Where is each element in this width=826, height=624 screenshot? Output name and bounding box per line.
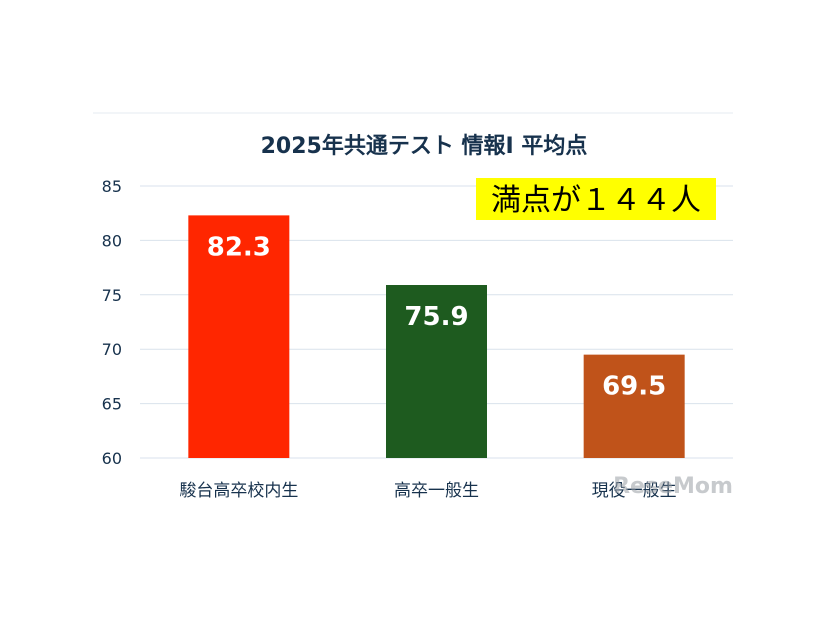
bar-value-label: 75.9: [404, 302, 468, 332]
chart-title: 2025年共通テスト 情報Ⅰ 平均点: [261, 133, 588, 159]
y-tick-label: 65: [102, 395, 122, 414]
y-tick-label: 80: [102, 231, 122, 250]
bar-value-label: 82.3: [207, 232, 271, 262]
annotation-background: [476, 178, 716, 220]
x-category-label: 高卒一般生: [394, 481, 479, 501]
bar: [386, 285, 487, 458]
bar: [188, 215, 290, 458]
watermark-logo: ReseMom: [613, 474, 733, 499]
y-tick-label: 60: [102, 449, 122, 468]
y-tick-label: 85: [102, 177, 122, 196]
annotation-text: 満点が１４４人: [491, 183, 701, 218]
bar: [583, 354, 685, 458]
x-category-label: 現役一般生: [592, 481, 677, 501]
y-tick-label: 70: [102, 340, 122, 359]
bar-value-label: 69.5: [602, 372, 666, 402]
y-tick-label: 75: [102, 286, 122, 305]
x-category-label: 駿台高卒校内生: [179, 481, 298, 501]
